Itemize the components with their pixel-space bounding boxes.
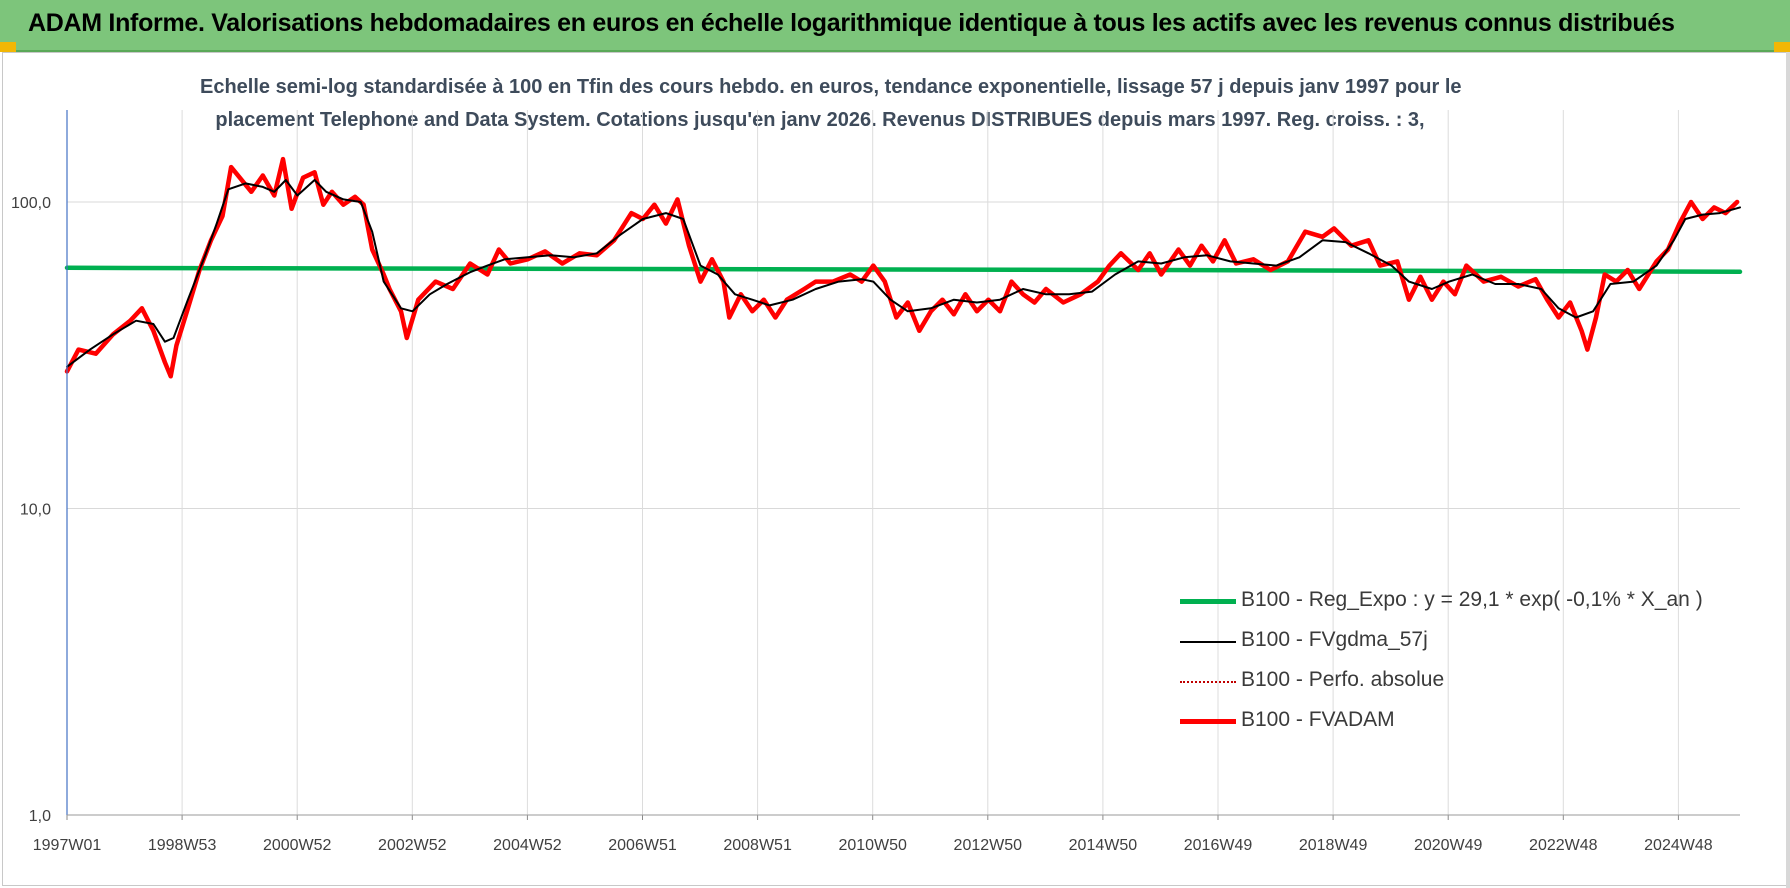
- legend-swatch-reg-expo: [1180, 599, 1236, 604]
- chart-title-line-1: Echelle semi-log standardisée à 100 en T…: [200, 76, 1462, 98]
- chart-title-line-2: placement Telephone and Data System. Cot…: [215, 109, 1425, 131]
- x-tick-label: 2012W50: [954, 837, 1023, 854]
- x-tick-label: 2002W52: [378, 837, 447, 854]
- legend-label-perfo-absolue: B100 - Perfo. absolue: [1241, 668, 1445, 691]
- chart-axes: [66, 110, 1740, 820]
- x-tick-label: 2004W52: [493, 837, 562, 854]
- chart-grid: [67, 110, 1740, 816]
- x-tick-label: 2018W49: [1299, 837, 1368, 854]
- chart-x-ticks: 1997W01 1998W53 2000W52 2002W52 2004W52 2006W…: [33, 837, 1713, 854]
- legend-label-reg-expo: B100 - Reg_Expo : y = 29,1 * exp( -0,1% …: [1241, 588, 1703, 611]
- banner-corner-right: [1774, 42, 1790, 52]
- banner: ADAM Informe. Valorisations hebdomadaire…: [0, 0, 1790, 52]
- x-tick-label: 2014W50: [1069, 837, 1138, 854]
- x-tick-label: 2022W48: [1529, 837, 1598, 854]
- banner-title: ADAM Informe. Valorisations hebdomadaire…: [28, 9, 1675, 37]
- y-tick-label: 1,0: [29, 808, 51, 825]
- x-tick-label: 2000W52: [263, 837, 332, 854]
- legend-label-fvadam: B100 - FVADAM: [1241, 708, 1395, 731]
- chart-series: [64, 156, 1743, 379]
- banner-corner-left: [0, 42, 16, 52]
- chart-y-ticks: 1,0 10,0 100,0: [11, 195, 51, 825]
- legend-swatch-fvadam: [1180, 719, 1236, 724]
- y-tick-label: 10,0: [20, 502, 51, 519]
- x-tick-label: 2006W51: [608, 837, 677, 854]
- x-tick-label: 1998W53: [148, 837, 217, 854]
- legend-swatch-fvgdma: [1180, 641, 1236, 643]
- x-tick-label: 2008W51: [723, 837, 792, 854]
- series-reg-expo-line: [64, 265, 1743, 275]
- legend-label-fvgdma: B100 - FVgdma_57j: [1241, 628, 1428, 651]
- series-fvgdma-line: [66, 179, 1741, 368]
- legend-swatch-perfo-absolue: [1180, 681, 1236, 683]
- x-tick-label: 2016W49: [1184, 837, 1253, 854]
- chart-frame-right-edge: [1786, 52, 1790, 888]
- x-tick-label: 2020W49: [1414, 837, 1483, 854]
- y-tick-label: 100,0: [11, 195, 51, 212]
- series-fvadam-line: [64, 156, 1740, 379]
- x-tick-label: 2010W50: [838, 837, 907, 854]
- x-tick-label: 2024W48: [1644, 837, 1713, 854]
- x-tick-label: 1997W01: [33, 837, 102, 854]
